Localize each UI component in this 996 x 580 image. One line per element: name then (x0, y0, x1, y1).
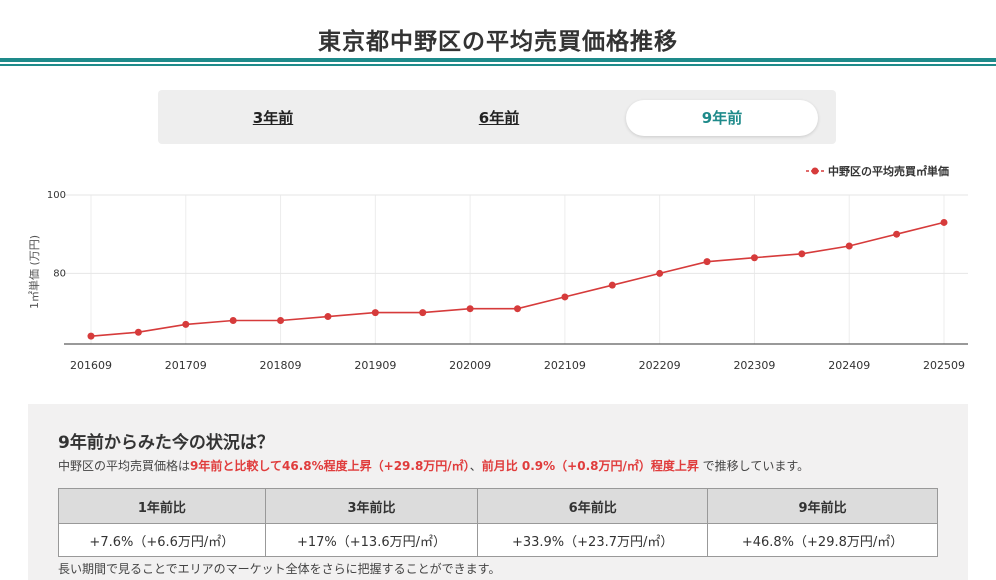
summary-footer: 長い期間で見ることでエリアのマーケット全体をさらに把握することができます。 (58, 562, 501, 576)
page-title: 東京都中野区の平均売買価格推移 (318, 29, 678, 55)
table-header-3y: 3年前比 (264, 488, 479, 524)
title-divider-thin (0, 64, 996, 66)
x-tick-label: 202509 (923, 359, 965, 372)
summary-highlight-monthly: 前月比 0.9%（+0.8万円/㎡）程度上昇 (481, 459, 699, 473)
x-tick-label: 201909 (354, 359, 396, 372)
data-point[interactable] (893, 230, 901, 238)
table-row: +7.6%（+6.6万円/㎡） +17%（+13.6万円/㎡） +33.9%（+… (58, 523, 938, 557)
table-header-row: 1年前比 3年前比 6年前比 9年前比 (58, 488, 938, 524)
data-point[interactable] (845, 242, 853, 250)
tab-label: 6年前 (478, 109, 520, 127)
x-tick-label: 202009 (449, 359, 491, 372)
data-point[interactable] (514, 305, 521, 313)
data-point[interactable] (656, 269, 664, 277)
summary-panel: 9年前からみた今の状況は？ 中野区の平均売買価格は9年前と比較して46.8%程度… (28, 404, 968, 580)
summary-heading: 9年前からみた今の状況は？ (58, 433, 274, 453)
y-tick-label: 80 (53, 268, 66, 279)
data-point[interactable] (371, 309, 379, 317)
table-cell-3y: +17%（+13.6万円/㎡） (264, 523, 479, 557)
data-point[interactable] (277, 316, 285, 324)
data-point[interactable] (134, 328, 142, 336)
y-tick-label: 100 (47, 190, 66, 201)
tab-label: 9年前 (701, 109, 743, 127)
table-header-9y: 9年前比 (707, 488, 938, 524)
data-point[interactable] (798, 250, 806, 258)
data-point[interactable] (324, 313, 332, 321)
data-point[interactable] (466, 305, 474, 313)
comparison-table: 1年前比 3年前比 6年前比 9年前比 +7.6%（+6.6万円/㎡） +17%… (58, 488, 938, 557)
horizontal-gridlines (64, 194, 968, 274)
x-tick-label: 201809 (260, 359, 302, 372)
tab-label: 3年前 (252, 109, 294, 127)
vertical-gridlines (90, 195, 945, 344)
x-tick-label: 202309 (733, 359, 775, 372)
tab-9-years[interactable]: 9年前 (626, 100, 818, 136)
summary-text-separator: 、 (469, 459, 482, 473)
tab-6-years[interactable]: 6年前 (384, 100, 614, 136)
table-cell-6y: +33.9%（+23.7万円/㎡） (477, 523, 709, 557)
data-point[interactable] (940, 218, 948, 226)
legend: 中野区の平均売買㎡単価 (806, 164, 949, 178)
data-point[interactable] (561, 293, 569, 301)
data-point[interactable] (703, 258, 711, 266)
summary-text-prefix: 中野区の平均売買価格は (58, 459, 191, 473)
legend-swatch-dot (811, 167, 819, 175)
data-point[interactable] (229, 316, 237, 324)
data-point[interactable] (87, 332, 95, 340)
x-tick-label: 202109 (544, 359, 586, 372)
summary-text: 中野区の平均売買価格は9年前と比較して46.8%程度上昇（+29.8万円/㎡）、… (58, 457, 809, 474)
table-cell-9y: +46.8%（+29.8万円/㎡） (707, 523, 938, 557)
y-axis-label: 1㎡単価 (万円) (27, 235, 41, 309)
data-point[interactable] (419, 309, 427, 317)
data-point[interactable] (608, 281, 616, 289)
legend-label: 中野区の平均売買㎡単価 (828, 164, 949, 178)
title-divider (0, 58, 996, 62)
x-tick-label: 202409 (828, 359, 870, 372)
table-cell-1y: +7.6%（+6.6万円/㎡） (58, 523, 266, 557)
x-tick-label: 201609 (70, 359, 112, 372)
table-header-6y: 6年前比 (477, 488, 709, 524)
period-tab-group: 3年前 6年前 9年前 (158, 90, 836, 144)
data-point[interactable] (750, 254, 758, 262)
table-header-1y: 1年前比 (58, 488, 266, 524)
price-line-chart: 80 100 201609 201709 201809 201909 202009 2021… (27, 164, 968, 372)
summary-text-suffix: で推移しています。 (698, 459, 810, 473)
x-tick-label: 202209 (639, 359, 681, 372)
summary-highlight-total: 9年前と比較して46.8%程度上昇（+29.8万円/㎡） (190, 459, 470, 473)
tab-3-years[interactable]: 3年前 (158, 100, 388, 136)
data-point[interactable] (182, 320, 190, 328)
series-line (90, 221, 945, 337)
x-tick-label: 201709 (165, 359, 207, 372)
